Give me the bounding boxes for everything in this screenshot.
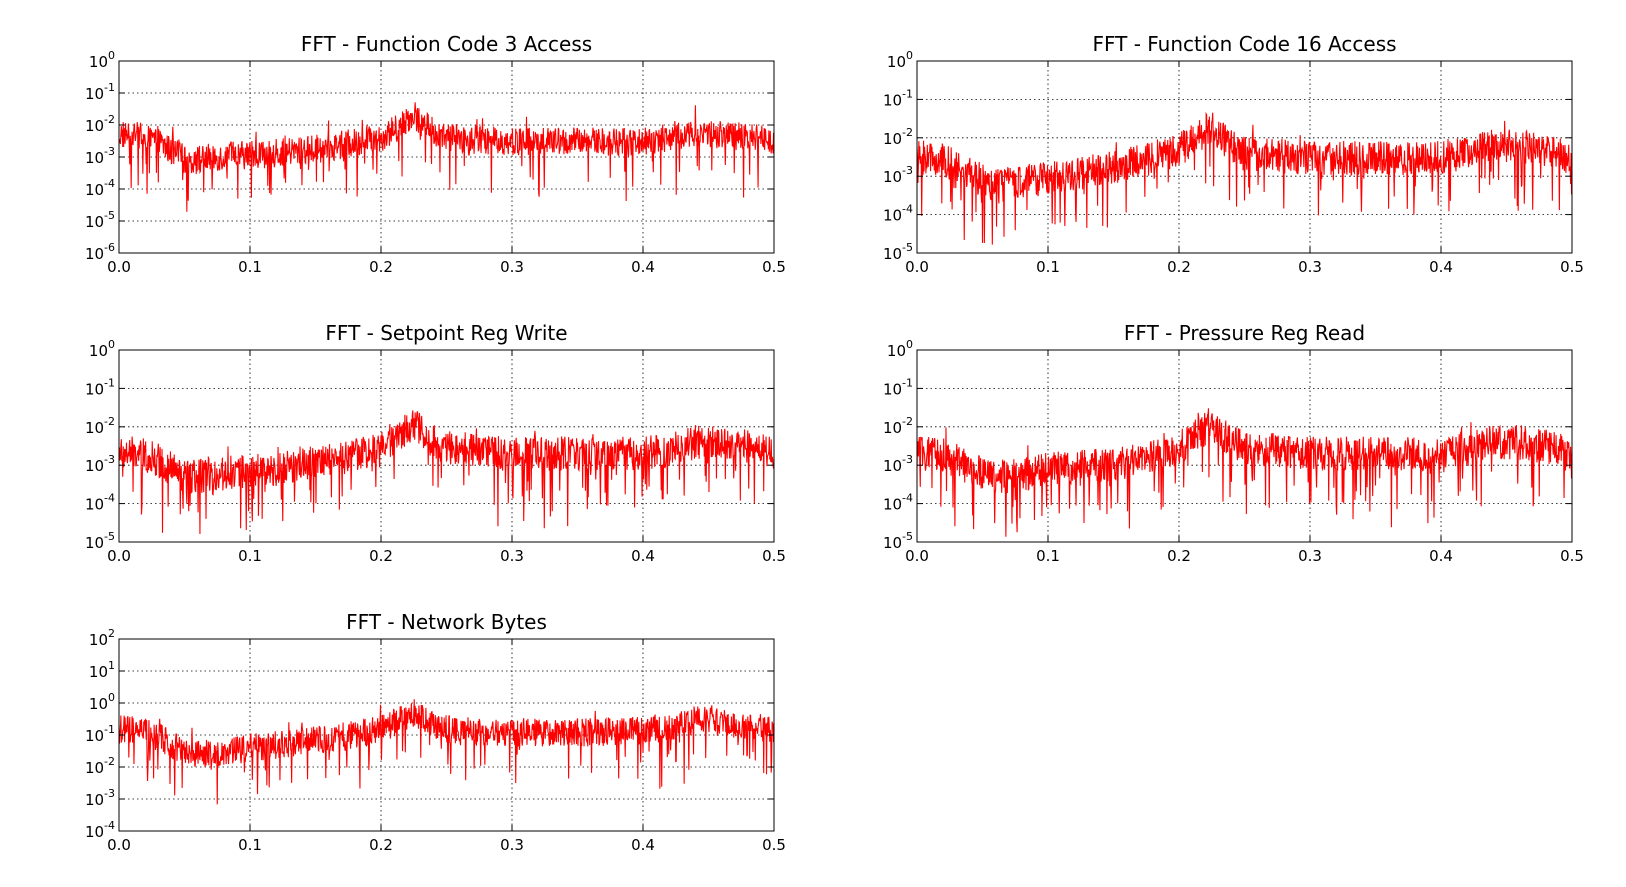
x-tick-label: 0.4 xyxy=(631,836,655,854)
y-tick-label: 100 xyxy=(89,49,115,71)
series-line xyxy=(118,699,775,805)
x-tick-label: 0.0 xyxy=(107,547,131,565)
y-tick-label: 10-4 xyxy=(85,492,115,514)
subplot-4: FFT - Pressure Reg Read 0.0 0.1 0.2 0.3 0.4 0.… xyxy=(883,321,1584,565)
x-tick-label: 0.3 xyxy=(500,547,524,565)
x-tick-label: 0.5 xyxy=(1560,547,1584,565)
x-tick-label: 0.3 xyxy=(500,836,524,854)
y-tick-label: 10-4 xyxy=(883,203,913,225)
axes-frame xyxy=(916,60,1573,254)
y-tick-label: 10-2 xyxy=(85,113,115,135)
x-tick-label: 0.1 xyxy=(238,836,262,854)
subplot-title: FFT - Pressure Reg Read xyxy=(1124,321,1365,345)
y-tick-label: 100 xyxy=(887,338,913,360)
y-tick-label: 10-5 xyxy=(883,530,913,552)
x-tick-label: 0.0 xyxy=(107,258,131,276)
x-tick-label: 0.5 xyxy=(762,258,786,276)
x-tick-label: 0.5 xyxy=(1560,258,1584,276)
x-tick-label: 0.0 xyxy=(905,258,929,276)
y-tick-label: 10-2 xyxy=(85,755,115,777)
x-tick-label: 0.5 xyxy=(762,547,786,565)
y-tick-label: 10-1 xyxy=(85,723,115,745)
x-tick-label: 0.4 xyxy=(631,258,655,276)
y-tick-label: 10-6 xyxy=(85,241,115,263)
x-tick-label: 0.2 xyxy=(369,258,393,276)
y-tick-label: 10-1 xyxy=(883,87,913,109)
subplot-title: FFT - Network Bytes xyxy=(346,610,547,634)
y-tick-label: 101 xyxy=(89,659,115,681)
series-line xyxy=(916,408,1573,537)
x-tick-label: 0.0 xyxy=(905,547,929,565)
series-line xyxy=(118,102,775,212)
subplot-2: FFT - Function Code 16 Access 0.0 0.1 0.2 0.… xyxy=(883,32,1584,276)
x-tick-label: 0.1 xyxy=(238,258,262,276)
x-tick-label: 0.3 xyxy=(1298,258,1322,276)
x-tick-label: 0.4 xyxy=(631,547,655,565)
y-tick-label: 10-2 xyxy=(85,415,115,437)
y-tick-label: 10-5 xyxy=(85,209,115,231)
x-tick-label: 0.5 xyxy=(762,836,786,854)
x-tick-label: 0.4 xyxy=(1429,547,1453,565)
y-tick-label: 10-2 xyxy=(883,126,913,148)
x-tick-label: 0.2 xyxy=(1167,258,1191,276)
x-tick-label: 0.2 xyxy=(1167,547,1191,565)
y-tick-label: 10-4 xyxy=(85,819,115,841)
series-line xyxy=(916,111,1573,245)
y-tick-label: 10-5 xyxy=(883,241,913,263)
subplot-5: FFT - Network Bytes 0.0 0.1 0.2 0.3 0.4 0.5 10-… xyxy=(85,610,786,854)
subplot-title: FFT - Function Code 16 Access xyxy=(1092,32,1396,56)
axes-frame xyxy=(916,349,1573,543)
subplot-1: FFT - Function Code 3 Access 0.0 0.1 0.2 0.3… xyxy=(85,32,786,276)
subplot-title: FFT - Function Code 3 Access xyxy=(301,32,592,56)
y-tick-label: 10-4 xyxy=(85,177,115,199)
y-tick-label: 10-4 xyxy=(883,492,913,514)
y-tick-label: 102 xyxy=(89,627,115,649)
series-line xyxy=(118,410,775,535)
x-tick-label: 0.1 xyxy=(1036,547,1060,565)
y-tick-label: 10-1 xyxy=(85,376,115,398)
y-tick-label: 100 xyxy=(89,691,115,713)
subplot-title: FFT - Setpoint Reg Write xyxy=(325,321,567,345)
y-tick-label: 100 xyxy=(89,338,115,360)
y-tick-label: 10-3 xyxy=(883,164,913,186)
y-tick-label: 100 xyxy=(887,49,913,71)
x-tick-label: 0.2 xyxy=(369,547,393,565)
y-tick-label: 10-5 xyxy=(85,530,115,552)
subplot-3: FFT - Setpoint Reg Write 0.0 0.1 0.2 0.3 0.4 0… xyxy=(85,321,786,565)
y-tick-label: 10-1 xyxy=(85,81,115,103)
y-tick-label: 10-3 xyxy=(85,787,115,809)
y-tick-label: 10-3 xyxy=(883,453,913,475)
x-tick-label: 0.0 xyxy=(107,836,131,854)
x-tick-label: 0.1 xyxy=(1036,258,1060,276)
y-tick-label: 10-1 xyxy=(883,376,913,398)
x-tick-label: 0.3 xyxy=(1298,547,1322,565)
x-tick-label: 0.2 xyxy=(369,836,393,854)
y-tick-label: 10-3 xyxy=(85,453,115,475)
y-tick-label: 10-2 xyxy=(883,415,913,437)
x-tick-label: 0.4 xyxy=(1429,258,1453,276)
y-tick-label: 10-3 xyxy=(85,145,115,167)
x-tick-label: 0.1 xyxy=(238,547,262,565)
x-tick-label: 0.3 xyxy=(500,258,524,276)
axes-frame xyxy=(118,349,775,543)
